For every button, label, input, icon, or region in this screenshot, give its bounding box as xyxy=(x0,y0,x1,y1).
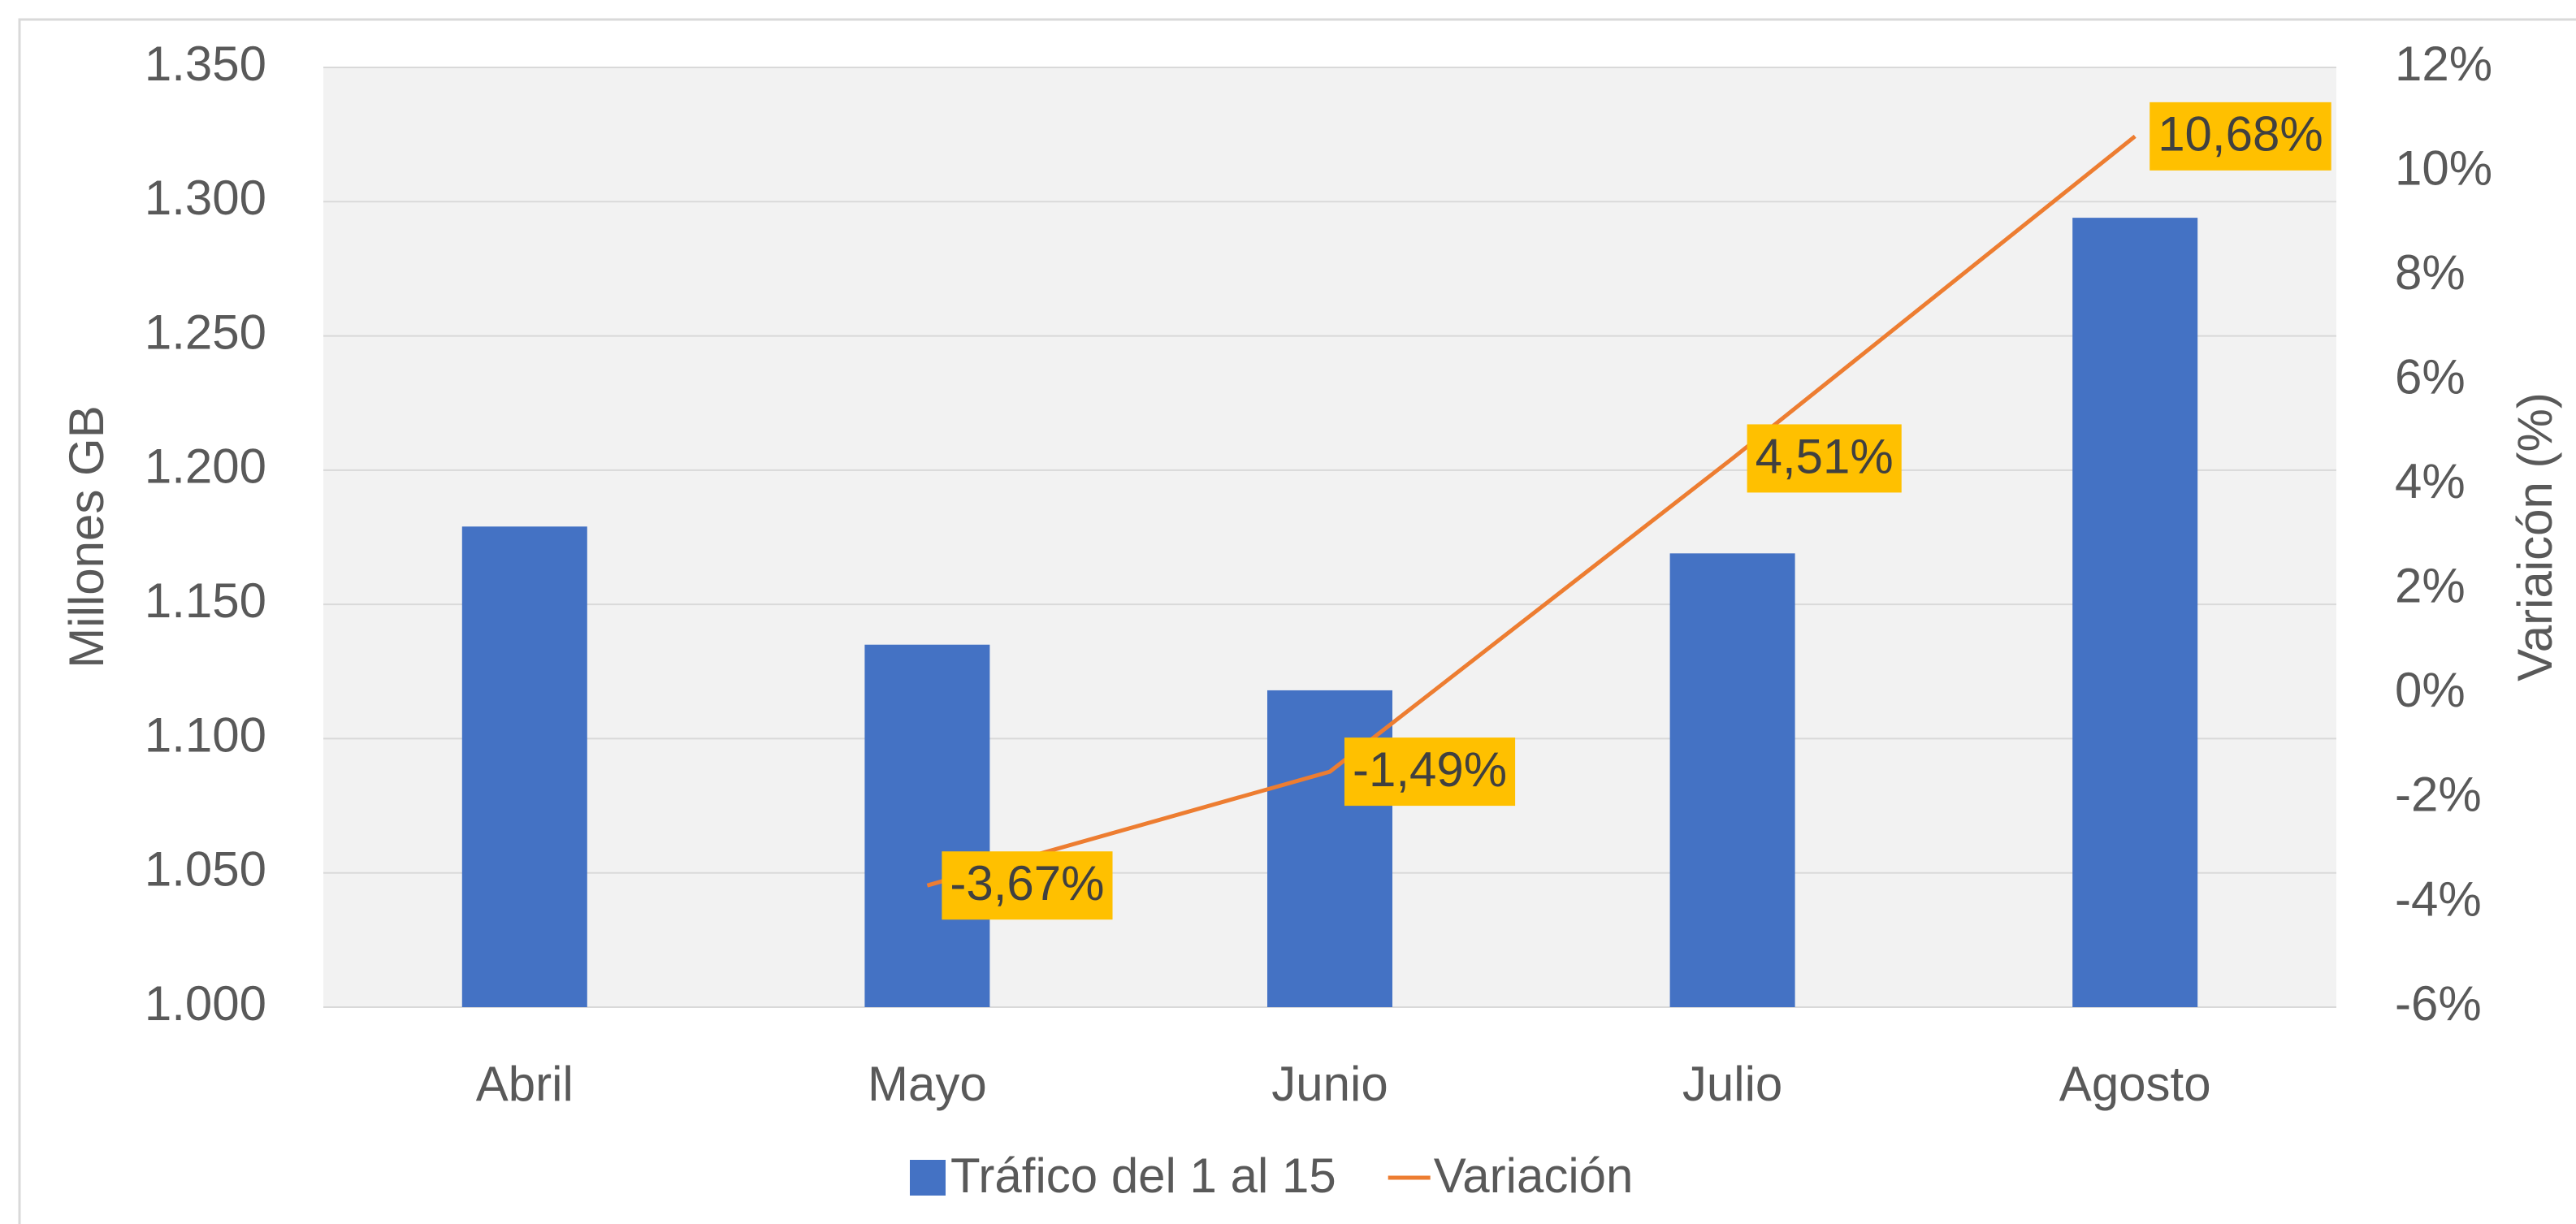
y2-tick-label: 6% xyxy=(2395,350,2466,404)
y2-axis-title: Variaicón (%) xyxy=(2508,392,2562,681)
y-tick-label: 1.050 xyxy=(145,842,266,897)
y2-tick-label: 8% xyxy=(2395,245,2466,300)
y-axis-title: Millones GB xyxy=(59,405,114,668)
y-tick-label: 1.350 xyxy=(145,37,266,91)
y-tick-label: 1.150 xyxy=(145,573,266,628)
data-label-box xyxy=(1344,737,1516,807)
bar xyxy=(2072,218,2198,1007)
y2-tick-label: 4% xyxy=(2395,454,2466,508)
x-tick-label: Mayo xyxy=(868,1057,987,1111)
data-label: -3,67% xyxy=(950,856,1104,910)
x-tick-label: Abril xyxy=(476,1057,574,1111)
x-tick-label: Julio xyxy=(1682,1057,1782,1111)
y-tick-label: 1.100 xyxy=(145,707,266,762)
y-tick-label: 1.000 xyxy=(145,976,266,1031)
y2-tick-label: 12% xyxy=(2395,37,2492,91)
data-label: 10,68% xyxy=(2158,107,2323,162)
line xyxy=(926,134,2137,888)
legend-swatch xyxy=(910,1160,946,1196)
x-tick-label: Agosto xyxy=(2059,1057,2211,1111)
legend-label: Variación xyxy=(1434,1148,1634,1203)
y2-tick-label: 2% xyxy=(2395,559,2466,613)
y2-tick-label: -6% xyxy=(2395,976,2482,1031)
data-label-box xyxy=(942,851,1113,920)
data-label: 4,51% xyxy=(1756,429,1894,483)
bar xyxy=(461,526,587,1007)
y2-tick-label: -4% xyxy=(2395,872,2482,926)
y2-tick-label: 0% xyxy=(2395,663,2466,717)
data-label: -1,49% xyxy=(1353,742,1507,797)
x-tick-label: Junio xyxy=(1271,1057,1388,1111)
y2-tick-label: -2% xyxy=(2395,768,2482,822)
data-label-box xyxy=(1747,424,1902,493)
data-label-box xyxy=(2150,102,2331,171)
bar xyxy=(1669,553,1795,1007)
legend-label: Tráfico del 1 al 15 xyxy=(950,1148,1336,1203)
bar xyxy=(864,644,990,1007)
y2-tick-label: 10% xyxy=(2395,141,2492,195)
y-tick-label: 1.250 xyxy=(145,305,266,359)
y-tick-label: 1.300 xyxy=(145,171,266,225)
y-tick-label: 1.200 xyxy=(145,439,266,494)
